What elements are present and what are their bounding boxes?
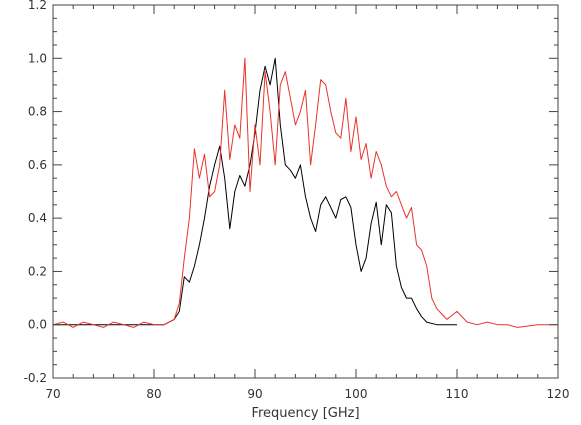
x-tick-label: 120 — [547, 387, 570, 401]
x-tick-label: 100 — [345, 387, 368, 401]
y-tick-label: 1.2 — [28, 0, 47, 12]
y-tick-label: 0.2 — [28, 264, 47, 278]
x-tick-label: 80 — [146, 387, 161, 401]
y-tick-label: 0.6 — [28, 158, 47, 172]
y-tick-label: 0.0 — [28, 318, 47, 332]
x-tick-label: 90 — [247, 387, 262, 401]
y-tick-label: -0.2 — [24, 371, 47, 385]
series-layer — [52, 57, 558, 328]
y-tick-label: 0.4 — [28, 211, 47, 225]
x-axis-label: Frequency [GHz] — [251, 406, 359, 421]
x-tick-label: 110 — [446, 387, 469, 401]
x-tick-label: 70 — [45, 387, 60, 401]
plot-frame — [52, 4, 559, 379]
series-line-1 — [53, 57, 457, 326]
y-tick-label: 1.0 — [28, 51, 47, 65]
series-line-2 — [52, 57, 558, 328]
tick-layer: 70 80 90 100 110 120 -0.2 0.0 0.2 0.4 0.6 0.8 1.0 1.2 — [24, 0, 570, 401]
y-tick-label: 0.8 — [28, 105, 47, 119]
